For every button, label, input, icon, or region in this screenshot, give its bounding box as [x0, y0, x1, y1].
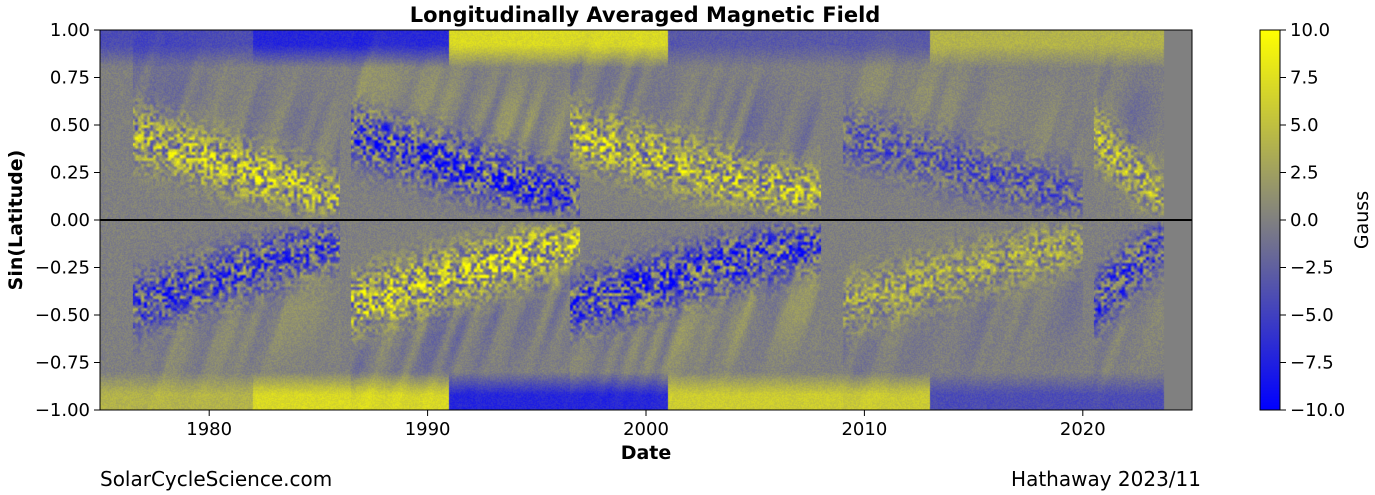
colorbar-tick-label: 2.5 — [1290, 163, 1319, 184]
colorbar-tick-label: 7.5 — [1290, 68, 1319, 89]
colorbar-tick-label: −2.5 — [1290, 258, 1334, 279]
y-tick-label: −0.75 — [35, 353, 90, 374]
y-tick-label: 0.75 — [50, 68, 90, 89]
x-axis: 1980 1990 2000 2010 2020 — [186, 410, 1106, 440]
y-tick-label: 0.50 — [50, 115, 90, 136]
y-tick-label: 1.00 — [50, 20, 90, 41]
x-axis-label: Date — [621, 442, 672, 464]
x-tick-label: 2010 — [841, 419, 887, 440]
x-tick-label: 2020 — [1060, 419, 1106, 440]
colorbar-label: Gauss — [1351, 191, 1373, 249]
colorbar-tick-label: 5.0 — [1290, 115, 1319, 136]
y-axis: 1.00 0.75 0.50 0.25 0.00 −0.25 −0.50 −0.75 −1.00 — [35, 20, 100, 421]
colorbar — [1259, 29, 1281, 411]
y-axis-label: Sin(Latitude) — [5, 150, 27, 291]
y-tick-label: 0.25 — [50, 163, 90, 184]
colorbar-tick-label: −5.0 — [1290, 305, 1334, 326]
y-tick-label: −0.50 — [35, 305, 90, 326]
footer-credit-author: Hathaway 2023/11 — [1011, 467, 1201, 491]
colorbar-tick-label: −10.0 — [1290, 400, 1345, 421]
colorbar-axis: 10.0 7.5 5.0 2.5 0.0 −2.5 −5.0 −7.5 −10.0 — [1280, 20, 1345, 421]
y-tick-label: 0.00 — [50, 210, 90, 231]
colorbar-tick-label: 10.0 — [1290, 20, 1330, 41]
x-tick-label: 2000 — [623, 419, 669, 440]
x-tick-label: 1980 — [186, 419, 232, 440]
y-tick-label: −1.00 — [35, 400, 90, 421]
chart-title: Longitudinally Averaged Magnetic Field — [410, 3, 881, 27]
x-tick-label: 1990 — [405, 419, 451, 440]
colorbar-tick-label: 0.0 — [1290, 210, 1319, 231]
footer-credit-site: SolarCycleScience.com — [100, 467, 333, 491]
colorbar-tick-label: −7.5 — [1290, 353, 1334, 374]
y-tick-label: −0.25 — [35, 258, 90, 279]
